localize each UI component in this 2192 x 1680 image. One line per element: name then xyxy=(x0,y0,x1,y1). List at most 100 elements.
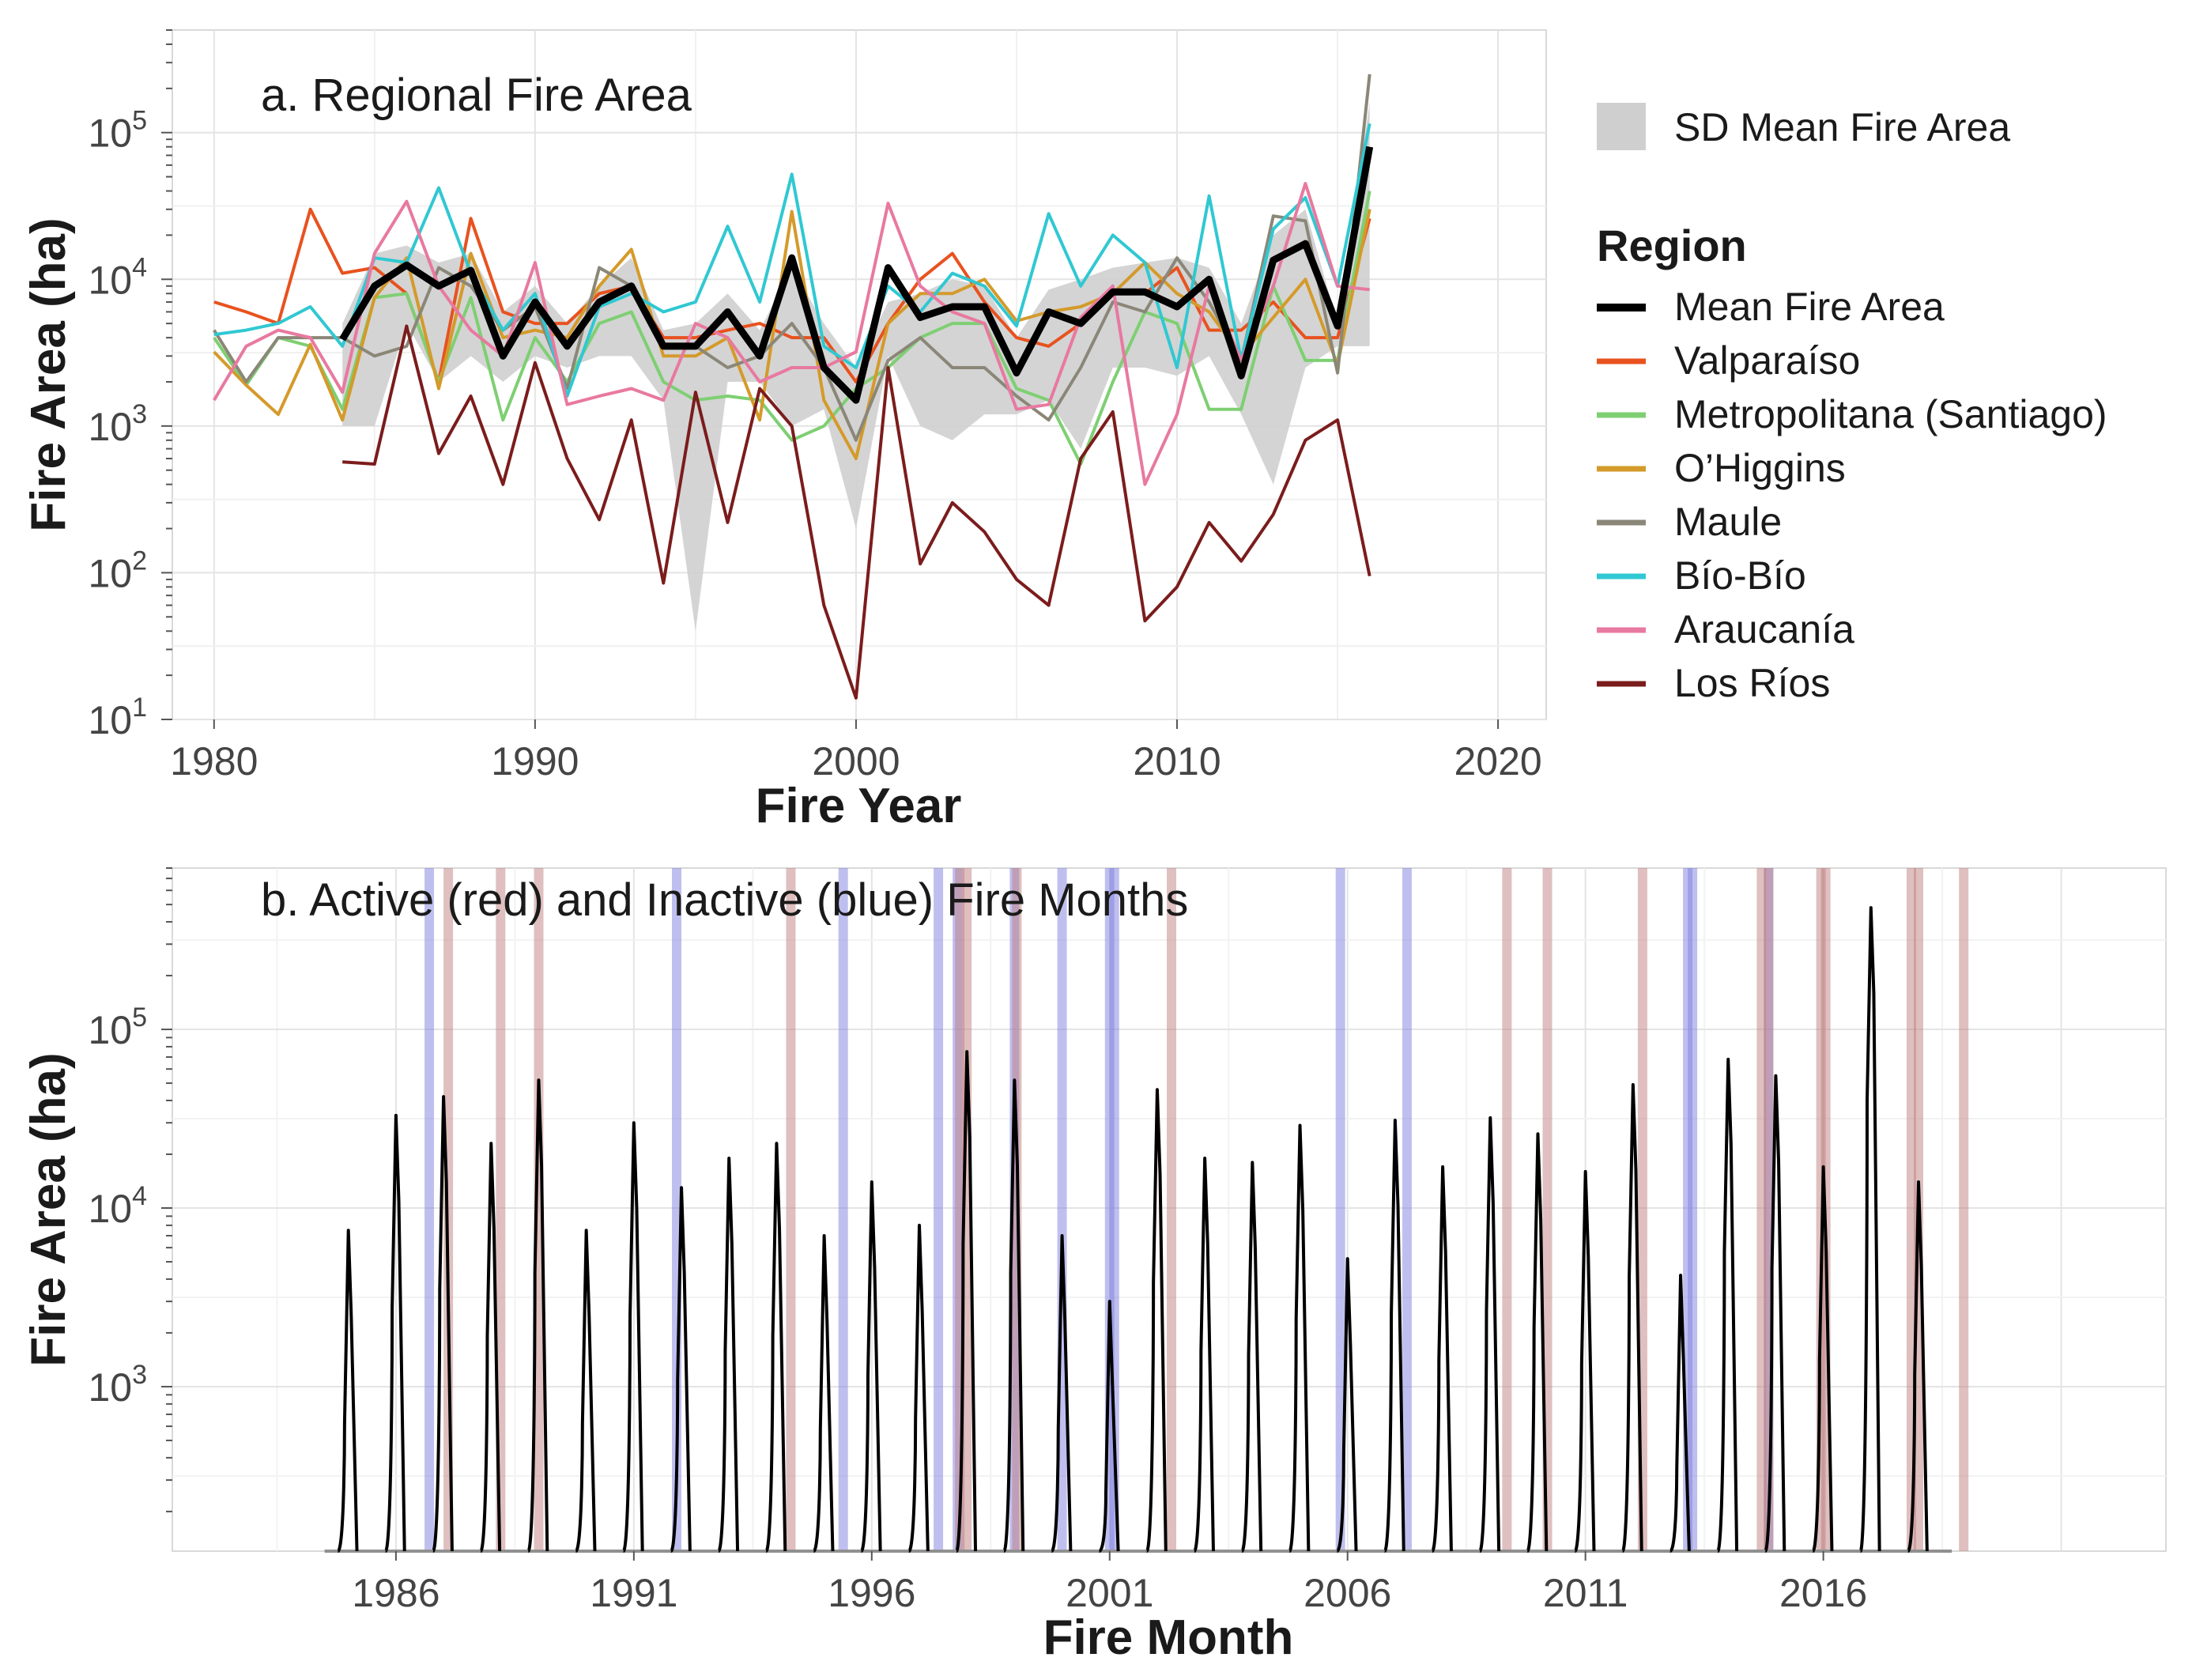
panel-b-season-peak xyxy=(1526,1132,1549,1553)
legend-label: Bío-Bío xyxy=(1674,553,1806,598)
panel-b-season-peak xyxy=(1145,1088,1168,1553)
panel-b-x-tick-label: 1991 xyxy=(590,1571,677,1615)
panel-b-y-tick-label: 103 xyxy=(88,1360,147,1410)
panel-a-y-tick-label: 102 xyxy=(88,546,147,595)
panel-b-season-peak xyxy=(526,1078,549,1553)
panel-b-season-peak xyxy=(1620,1083,1643,1553)
series-mean-fire-area xyxy=(339,145,1374,404)
panel-b-y-tick-labels: 103 104 105 xyxy=(88,1002,147,1410)
panel-b-season-peak xyxy=(431,1095,454,1553)
panel-b-season-peak xyxy=(1335,1257,1358,1553)
panel-b-month-shading xyxy=(424,868,1969,1551)
series-metropolitana-santiago xyxy=(213,191,1371,466)
panel-b-season-peak xyxy=(574,1229,597,1553)
panel-b-y-axis-label: Fire Area (ha) xyxy=(21,1052,76,1366)
panel-b-x-tick-label: 2016 xyxy=(1779,1571,1867,1615)
panel-a-y-tick-label: 103 xyxy=(88,399,147,449)
active-month-band xyxy=(1502,868,1512,1551)
panel-b-x-tick-label: 2006 xyxy=(1304,1571,1391,1615)
panel-a-y-axis-label: Fire Area (ha) xyxy=(21,217,76,531)
inactive-month-band xyxy=(1402,868,1412,1551)
panel-a-series-layer xyxy=(213,74,1374,700)
panel-b-season-peak xyxy=(907,1223,930,1553)
legend-label: Los Ríos xyxy=(1674,661,1830,705)
active-month-band xyxy=(1756,868,1767,1551)
panel-a-y-tick-label: 105 xyxy=(88,106,147,156)
panel-b-y-tick-label: 105 xyxy=(88,1002,147,1052)
panel-b-season-peak xyxy=(1383,1118,1405,1553)
legend-items: Mean Fire Area Valparaíso Metropolitana (S… xyxy=(1597,285,2107,705)
panel-b-x-axis-label: Fire Month xyxy=(1043,1610,1294,1665)
legend-label: O’Higgins xyxy=(1674,446,1846,490)
sd-band xyxy=(342,102,1370,632)
panel-b-season-peak xyxy=(383,1113,406,1553)
panel-b-season-peak xyxy=(1430,1165,1453,1553)
panel-b-season-peak xyxy=(1002,1078,1025,1553)
series-araucan-a xyxy=(213,182,1370,486)
legend-band-swatch xyxy=(1597,103,1646,150)
panel-b-season-peak xyxy=(1050,1234,1073,1553)
inactive-month-band xyxy=(934,868,944,1551)
panel-b-season-peak xyxy=(1764,1074,1786,1553)
legend-label: Metropolitana (Santiago) xyxy=(1674,392,2107,436)
panel-a-title: a. Regional Fire Area xyxy=(261,70,692,121)
panel-b-season-peak xyxy=(717,1157,740,1553)
panel-b-season-peak xyxy=(1573,1169,1596,1553)
panel-a-x-tick-labels: 1980 1990 2000 2010 2020 xyxy=(170,719,1542,783)
panel-a-x-axis-label: Fire Year xyxy=(756,779,962,833)
panel-a-x-tick-label: 1990 xyxy=(491,739,579,783)
panel-a-y-tick-labels: 101 102 103 104 105 xyxy=(88,106,147,742)
panel-b-season-peak xyxy=(812,1234,835,1553)
active-month-band xyxy=(496,868,506,1551)
panel-b-season-peak xyxy=(764,1142,787,1553)
active-month-band xyxy=(786,868,796,1551)
panel-a-band-layer xyxy=(342,102,1370,632)
panel-a-x-tick-label: 2000 xyxy=(812,739,900,783)
panel-b: b. Active (red) and Inactive (blue) Fire… xyxy=(21,867,2167,1665)
panel-b-season-peak xyxy=(621,1121,644,1553)
panel-b-season-peak xyxy=(1240,1161,1263,1553)
inactive-month-band xyxy=(1335,868,1345,1551)
panel-b-x-tick-label: 2001 xyxy=(1066,1571,1153,1615)
legend-band-label: SD Mean Fire Area xyxy=(1674,105,2010,149)
panel-b-season-peak xyxy=(479,1142,502,1553)
panel-b-season-peak xyxy=(1858,906,1881,1553)
panel-a-y-tick-label: 101 xyxy=(88,693,147,742)
panel-b-season-peak xyxy=(1668,1274,1691,1553)
panel-b-series-layer xyxy=(324,906,1952,1553)
panel-a-y-tick-label: 104 xyxy=(88,252,147,302)
panel-b-season-peak xyxy=(1478,1116,1501,1553)
active-month-band xyxy=(1959,868,1969,1551)
legend-label: Araucanía xyxy=(1674,607,1854,651)
panel-b-season-peak xyxy=(1192,1157,1215,1553)
panel-b-season-peak xyxy=(859,1180,882,1553)
legend-label: Valparaíso xyxy=(1674,338,1860,383)
legend-label: Mean Fire Area xyxy=(1674,285,1945,329)
legend: SD Mean Fire Area Region Mean Fire Area V… xyxy=(1597,103,2107,705)
series-los-r-os xyxy=(342,324,1371,700)
panel-a: a. Regional Fire Area 101 102 103 104 105 19… xyxy=(21,29,1547,833)
panel-b-y-tick-label: 104 xyxy=(88,1181,147,1231)
panel-b-season-peak xyxy=(954,1050,978,1553)
panel-a-x-tick-label: 1980 xyxy=(170,739,258,783)
panel-b-season-peak xyxy=(336,1229,359,1553)
panel-b-x-tick-label: 1986 xyxy=(352,1571,440,1615)
active-month-band xyxy=(962,868,972,1551)
series-o-higgins xyxy=(213,209,1371,460)
panel-b-season-peak xyxy=(1288,1123,1311,1553)
active-month-band xyxy=(1167,868,1177,1551)
panel-a-x-tick-label: 2010 xyxy=(1133,739,1221,783)
legend-label: Maule xyxy=(1674,500,1782,544)
panel-b-season-peak xyxy=(1716,1057,1739,1553)
panel-b-title: b. Active (red) and Inactive (blue) Fire… xyxy=(261,874,1188,926)
inactive-month-band xyxy=(838,868,848,1551)
legend-title: Region xyxy=(1597,221,1747,270)
panel-b-season-peak xyxy=(1811,1165,1834,1553)
active-month-band xyxy=(534,868,544,1551)
panel-b-season-peak xyxy=(669,1186,692,1553)
panel-b-x-tick-label: 1996 xyxy=(828,1571,915,1615)
panel-b-season-peak xyxy=(1097,1300,1120,1553)
panel-b-x-tick-labels: 1986 1991 1996 2001 2006 2011 2016 xyxy=(352,1551,1867,1615)
panel-b-x-tick-label: 2011 xyxy=(1543,1571,1628,1615)
